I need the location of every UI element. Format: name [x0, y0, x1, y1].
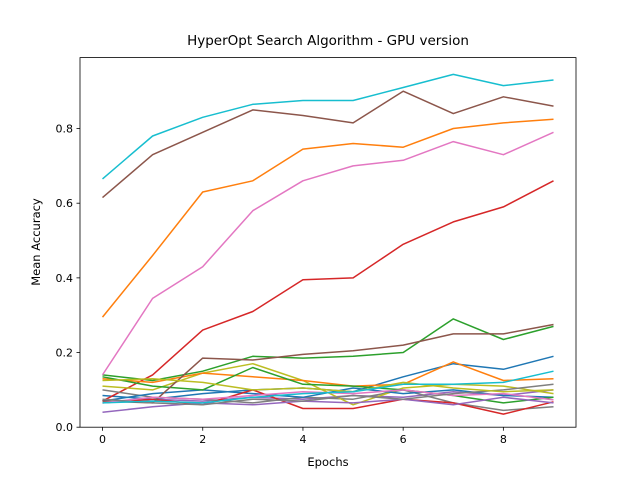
x-tick-label: 4 [299, 433, 306, 446]
line-05-purple [102, 389, 554, 404]
x-tick-label: 2 [199, 433, 206, 446]
chart-title: HyperOpt Search Algorithm - GPU version [187, 33, 469, 49]
y-tick-label: 0.0 [56, 421, 74, 434]
line-13-green [102, 366, 554, 404]
x-axis-label: Epochs [307, 455, 349, 469]
line-04-red [102, 180, 554, 402]
line-07-pink [101, 131, 554, 376]
x-tick-label: 6 [400, 433, 407, 446]
line-03-green [102, 318, 554, 382]
axes-background [80, 57, 576, 428]
y-axis-label: Mean Accuracy [29, 198, 43, 286]
line-20-cyan [102, 370, 554, 404]
line-15-purple [102, 396, 554, 414]
line-10-cyan [102, 73, 554, 180]
axes-frame [79, 57, 577, 428]
line-02-orange [101, 118, 554, 318]
line-12-orange [102, 361, 554, 387]
y-tick-label: 0.2 [56, 347, 74, 360]
x-tick-label: 0 [99, 433, 106, 446]
y-tick-label: 0.6 [56, 197, 74, 210]
y-tick-label: 0.8 [56, 123, 74, 136]
y-tick-label: 0.4 [56, 272, 74, 285]
line-19-olive [102, 377, 554, 393]
x-tick-label: 8 [500, 433, 507, 446]
line-18-gray [102, 383, 554, 406]
line-06-brown [102, 90, 554, 199]
